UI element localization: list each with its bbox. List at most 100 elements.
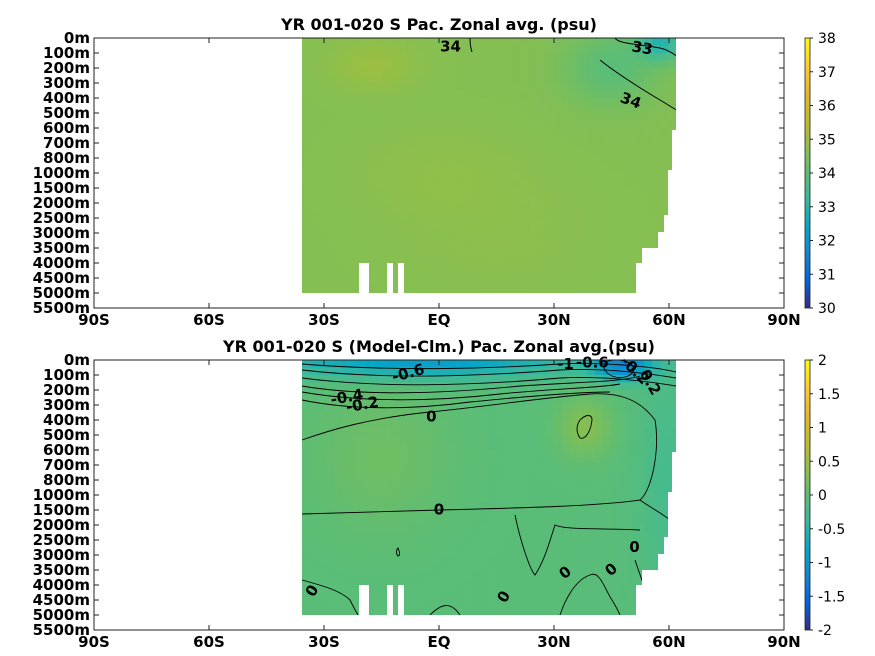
heatmap-cell xyxy=(382,53,392,62)
heatmap-cell xyxy=(529,285,539,294)
heatmap-cell xyxy=(488,435,498,444)
heatmap-cell xyxy=(635,173,645,182)
heatmap-cell xyxy=(537,502,547,511)
heatmap-cell xyxy=(660,457,670,466)
heatmap-cell xyxy=(611,547,621,556)
heatmap-cell xyxy=(537,465,547,474)
heatmap-cell xyxy=(521,585,531,594)
heatmap-cell xyxy=(325,278,335,287)
heatmap-cell xyxy=(407,592,416,601)
heatmap-cell xyxy=(521,278,531,287)
heatmap-cell xyxy=(546,158,555,167)
heatmap-cell xyxy=(472,427,482,436)
heatmap-cell xyxy=(464,517,474,526)
heatmap-cell xyxy=(546,465,555,474)
heatmap-cell xyxy=(570,405,580,414)
heatmap-cell xyxy=(497,53,506,62)
heatmap-cell xyxy=(431,158,441,167)
heatmap-cell xyxy=(431,165,441,174)
heatmap-cell xyxy=(570,457,580,466)
heatmap-cell xyxy=(341,233,351,242)
heatmap-cell xyxy=(546,360,555,369)
heatmap-cell xyxy=(415,38,425,47)
heatmap-cell xyxy=(301,90,310,99)
heatmap-cell xyxy=(390,263,400,272)
heatmap-cell xyxy=(407,607,416,616)
heatmap-cell xyxy=(627,128,637,137)
heatmap-cell xyxy=(521,90,531,99)
heatmap-cell xyxy=(505,540,514,549)
heatmap-cell xyxy=(554,75,563,84)
heatmap-cell xyxy=(341,547,351,556)
heatmap-cell xyxy=(562,480,572,489)
heatmap-cell xyxy=(611,405,621,414)
heatmap-cell xyxy=(407,83,416,92)
heatmap-cell xyxy=(341,255,351,264)
heatmap-cell xyxy=(472,128,482,137)
heatmap-cell xyxy=(448,240,457,249)
heatmap-cell xyxy=(595,555,604,564)
heatmap-cell xyxy=(586,120,596,129)
heatmap-cell xyxy=(595,180,604,189)
heatmap-cell xyxy=(644,360,653,369)
heatmap-cell xyxy=(619,248,629,257)
heatmap-cell xyxy=(627,412,637,421)
heatmap-cell xyxy=(603,150,612,159)
heatmap-cell xyxy=(627,165,637,174)
heatmap-cell xyxy=(537,412,547,421)
heatmap-cell xyxy=(415,382,425,391)
heatmap-cell xyxy=(317,98,327,107)
land-mask xyxy=(94,360,784,630)
heatmap-cell xyxy=(611,510,621,519)
heatmap-cell xyxy=(325,405,335,414)
heatmap-cell xyxy=(472,225,482,234)
heatmap-cell xyxy=(325,375,335,384)
heatmap-cell xyxy=(456,412,465,421)
heatmap-cell xyxy=(472,570,482,579)
heatmap-cell xyxy=(497,113,506,122)
heatmap-cell xyxy=(325,68,335,77)
heatmap-cell xyxy=(423,375,433,384)
heatmap-cell xyxy=(546,135,555,144)
heatmap-cell xyxy=(439,135,449,144)
heatmap-cell xyxy=(660,83,670,92)
y-tick-label: 4000m xyxy=(33,576,90,594)
heatmap-cell xyxy=(529,555,539,564)
heatmap-cell xyxy=(309,592,318,601)
heatmap-cell xyxy=(415,562,425,571)
heatmap-cell xyxy=(586,255,596,264)
heatmap-cell xyxy=(423,517,433,526)
heatmap-cell xyxy=(374,405,384,414)
heatmap-cell xyxy=(652,83,661,92)
heatmap-cell xyxy=(309,555,318,564)
heatmap-cell xyxy=(660,203,670,212)
heatmap-cell xyxy=(431,585,441,594)
heatmap-cell xyxy=(603,45,612,54)
heatmap-cell xyxy=(358,427,367,436)
heatmap-cell xyxy=(317,442,327,451)
heatmap-cell xyxy=(423,435,433,444)
chart-title: YR 001-020 S (Model-Clm.) Pac. Zonal avg… xyxy=(222,337,655,356)
colorbar-tick-label: 35 xyxy=(818,132,836,148)
heatmap-cell xyxy=(570,390,580,399)
heatmap-cell xyxy=(472,600,482,609)
heatmap-cell xyxy=(448,45,457,54)
heatmap-cell xyxy=(350,367,359,376)
heatmap-cell xyxy=(578,225,588,234)
colorbar-tick-label: -1.5 xyxy=(818,589,845,605)
heatmap-cell xyxy=(448,150,457,159)
heatmap-cell xyxy=(374,555,384,564)
heatmap-cell xyxy=(464,525,474,534)
heatmap-cell xyxy=(423,502,433,511)
heatmap-cell xyxy=(570,367,580,376)
heatmap-cell xyxy=(456,158,465,167)
heatmap-cell xyxy=(341,600,351,609)
heatmap-cell xyxy=(635,382,645,391)
heatmap-cell xyxy=(407,517,416,526)
heatmap-cell xyxy=(497,547,506,556)
heatmap-cell xyxy=(546,382,555,391)
heatmap-cell xyxy=(603,472,612,481)
heatmap-cell xyxy=(586,210,596,219)
heatmap-cell xyxy=(407,382,416,391)
heatmap-cell xyxy=(513,128,523,137)
